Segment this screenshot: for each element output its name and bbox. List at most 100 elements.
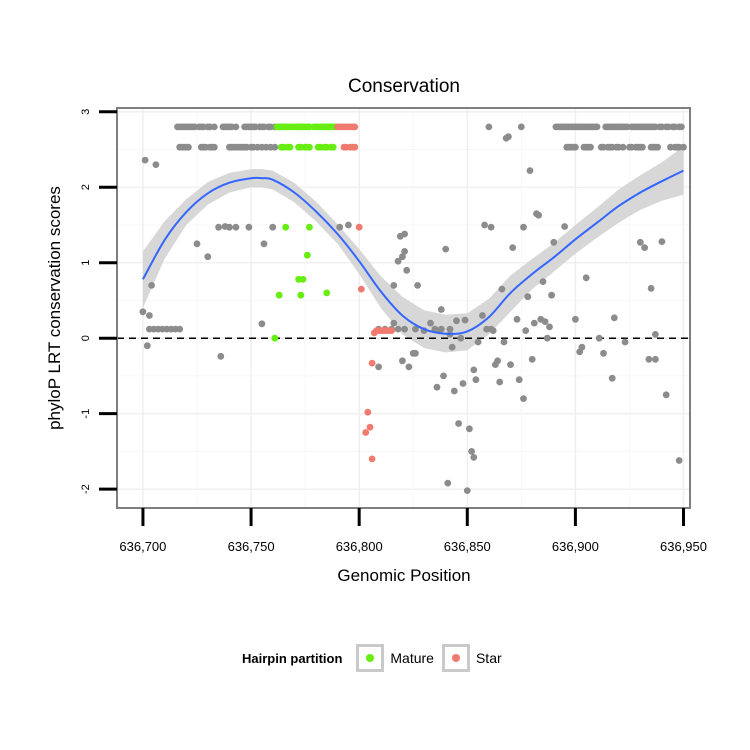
other-point — [522, 327, 530, 334]
other-point — [543, 334, 551, 342]
x-tick-label: 636,850 — [444, 539, 491, 554]
other-point — [505, 133, 512, 141]
y-tick-label: 0 — [80, 335, 92, 341]
other-point — [578, 343, 586, 351]
other-point — [517, 123, 525, 131]
legend-label-star: Star — [475, 650, 502, 666]
star-point — [351, 123, 359, 131]
other-point — [399, 357, 406, 365]
other-point — [437, 306, 445, 313]
other-point — [394, 257, 402, 265]
other-point — [472, 376, 480, 384]
other-point — [520, 395, 527, 402]
mature-point — [306, 223, 313, 231]
other-point — [541, 318, 549, 325]
star-point — [355, 223, 363, 231]
other-point — [146, 312, 153, 319]
other-point — [217, 352, 225, 360]
other-point — [455, 420, 462, 427]
other-point — [572, 143, 579, 151]
x-tick-label: 636,750 — [228, 539, 275, 554]
other-point — [582, 274, 590, 282]
mature-point — [329, 143, 337, 151]
mature-point — [303, 251, 311, 259]
other-point — [427, 319, 434, 327]
other-point — [485, 123, 493, 131]
legend-key-star — [441, 644, 470, 672]
legend-star-dot-icon — [451, 654, 460, 662]
other-point — [440, 372, 447, 380]
legend-title: Hairpin partition — [242, 650, 343, 666]
other-point — [444, 479, 452, 487]
other-point — [526, 167, 534, 175]
other-point — [271, 143, 279, 151]
y-tick-label: -1 — [80, 409, 92, 419]
other-point — [600, 349, 607, 357]
other-point — [401, 230, 408, 238]
other-point — [500, 338, 508, 346]
other-point — [662, 391, 670, 399]
star-point — [366, 423, 374, 431]
legend-mature-dot-icon — [366, 654, 375, 662]
other-point — [245, 223, 253, 231]
other-point — [507, 361, 514, 368]
star-point — [368, 455, 376, 463]
other-point — [489, 327, 497, 334]
other-point — [546, 323, 553, 331]
other-point — [232, 223, 240, 231]
other-point — [185, 143, 192, 151]
other-point — [481, 221, 488, 229]
other-point — [639, 143, 646, 151]
other-point — [658, 238, 666, 246]
x-tick-label: 636,950 — [660, 539, 707, 554]
other-point — [509, 244, 517, 252]
other-point — [647, 285, 655, 292]
other-point — [139, 308, 147, 316]
other-point — [520, 223, 527, 231]
other-point — [210, 143, 218, 151]
mature-point — [286, 143, 294, 151]
mature-point — [275, 291, 283, 299]
other-point — [204, 253, 212, 261]
other-point — [528, 355, 536, 363]
other-point — [258, 320, 266, 328]
other-point — [442, 245, 450, 253]
other-point — [152, 161, 160, 169]
other-point — [412, 325, 419, 333]
other-point — [375, 363, 382, 371]
other-point — [652, 331, 659, 338]
other-point — [680, 143, 687, 151]
other-point — [461, 316, 469, 324]
plot-panel-border — [116, 107, 691, 509]
other-point — [474, 338, 482, 346]
other-point — [453, 317, 460, 325]
other-point — [433, 383, 441, 391]
other-point — [459, 380, 467, 387]
other-point — [548, 291, 555, 299]
y-tick-label: 1 — [80, 260, 92, 266]
star-point — [362, 429, 370, 436]
other-point — [215, 223, 223, 231]
other-point — [550, 238, 558, 246]
other-point — [675, 457, 683, 464]
other-point — [595, 334, 603, 342]
star-point — [388, 327, 395, 334]
other-point — [450, 387, 458, 395]
other-point — [513, 315, 521, 323]
star-point — [368, 359, 376, 367]
other-point — [210, 123, 218, 131]
mature-point — [323, 289, 331, 297]
star-point — [364, 408, 372, 416]
other-point — [654, 143, 661, 151]
y-tick-label: 2 — [80, 184, 92, 190]
other-point — [399, 253, 406, 261]
other-point — [446, 325, 454, 333]
other-point — [593, 123, 601, 131]
other-point — [468, 448, 475, 455]
other-point — [530, 319, 538, 327]
other-point — [479, 312, 486, 319]
other-point — [336, 223, 344, 231]
other-point — [143, 342, 151, 350]
other-point — [498, 285, 506, 293]
